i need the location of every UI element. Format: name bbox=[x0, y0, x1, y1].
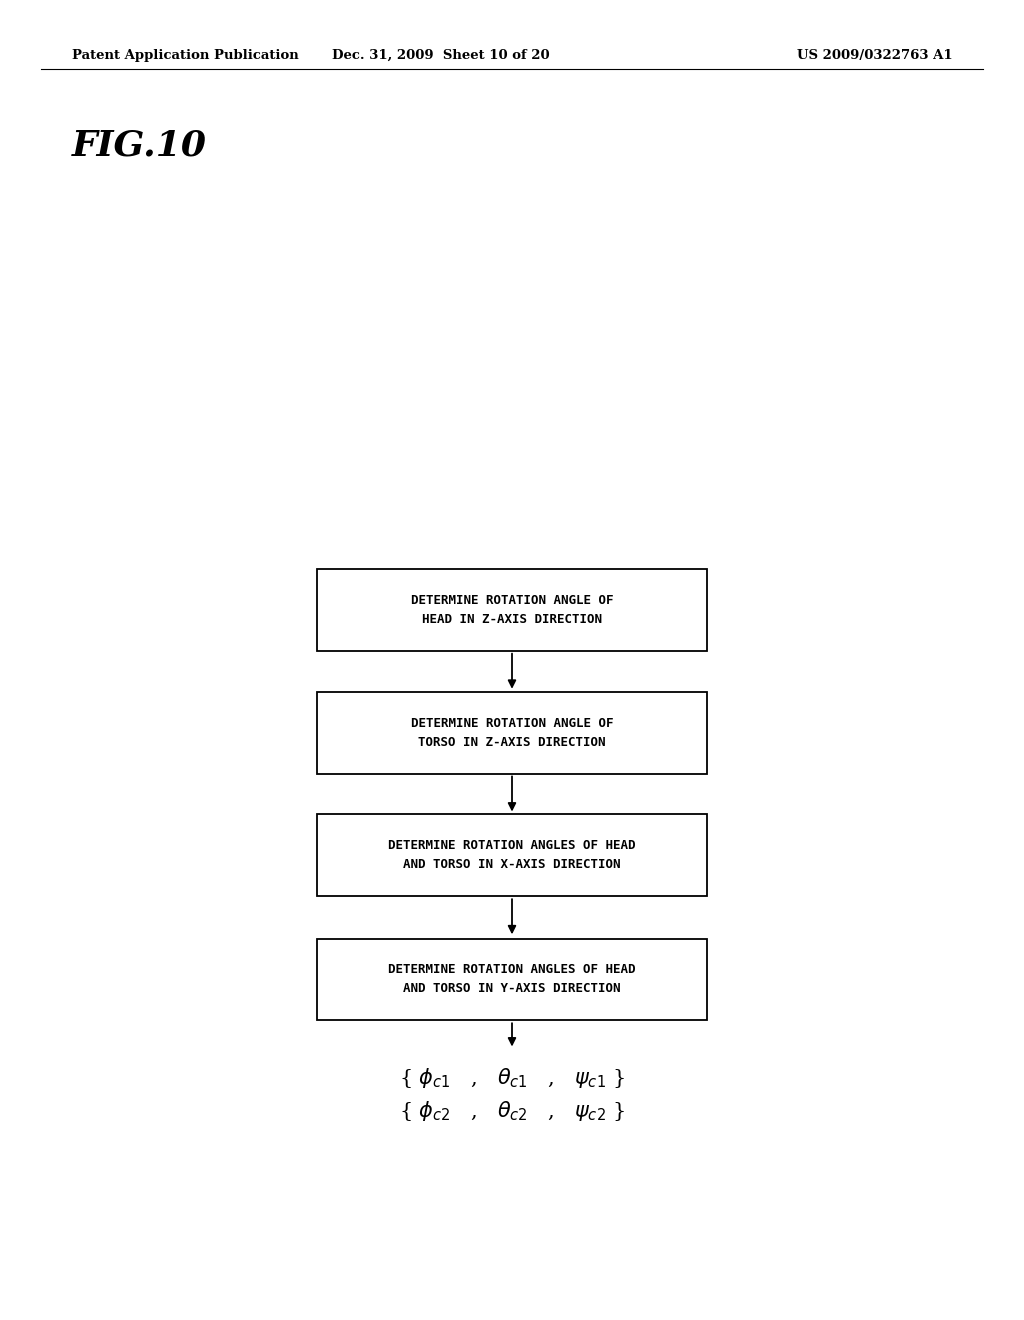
Text: Patent Application Publication: Patent Application Publication bbox=[72, 49, 298, 62]
Text: DETERMINE ROTATION ANGLES OF HEAD
AND TORSO IN Y-AXIS DIRECTION: DETERMINE ROTATION ANGLES OF HEAD AND TO… bbox=[388, 964, 636, 995]
FancyBboxPatch shape bbox=[317, 939, 707, 1020]
Text: FIG.10: FIG.10 bbox=[72, 128, 207, 162]
Text: Dec. 31, 2009  Sheet 10 of 20: Dec. 31, 2009 Sheet 10 of 20 bbox=[332, 49, 549, 62]
Text: US 2009/0322763 A1: US 2009/0322763 A1 bbox=[797, 49, 952, 62]
Text: { $\phi_{c2}$   ,   $\theta_{c2}$   ,   $\psi_{c2}$ }: { $\phi_{c2}$ , $\theta_{c2}$ , $\psi_{c… bbox=[399, 1100, 625, 1123]
Text: { $\phi_{c1}$   ,   $\theta_{c1}$   ,   $\psi_{c1}$ }: { $\phi_{c1}$ , $\theta_{c1}$ , $\psi_{c… bbox=[399, 1067, 625, 1090]
Text: DETERMINE ROTATION ANGLE OF
TORSO IN Z-AXIS DIRECTION: DETERMINE ROTATION ANGLE OF TORSO IN Z-A… bbox=[411, 717, 613, 748]
Text: DETERMINE ROTATION ANGLES OF HEAD
AND TORSO IN X-AXIS DIRECTION: DETERMINE ROTATION ANGLES OF HEAD AND TO… bbox=[388, 840, 636, 871]
Text: DETERMINE ROTATION ANGLE OF
HEAD IN Z-AXIS DIRECTION: DETERMINE ROTATION ANGLE OF HEAD IN Z-AX… bbox=[411, 594, 613, 626]
FancyBboxPatch shape bbox=[317, 692, 707, 774]
FancyBboxPatch shape bbox=[317, 569, 707, 651]
FancyBboxPatch shape bbox=[317, 814, 707, 896]
